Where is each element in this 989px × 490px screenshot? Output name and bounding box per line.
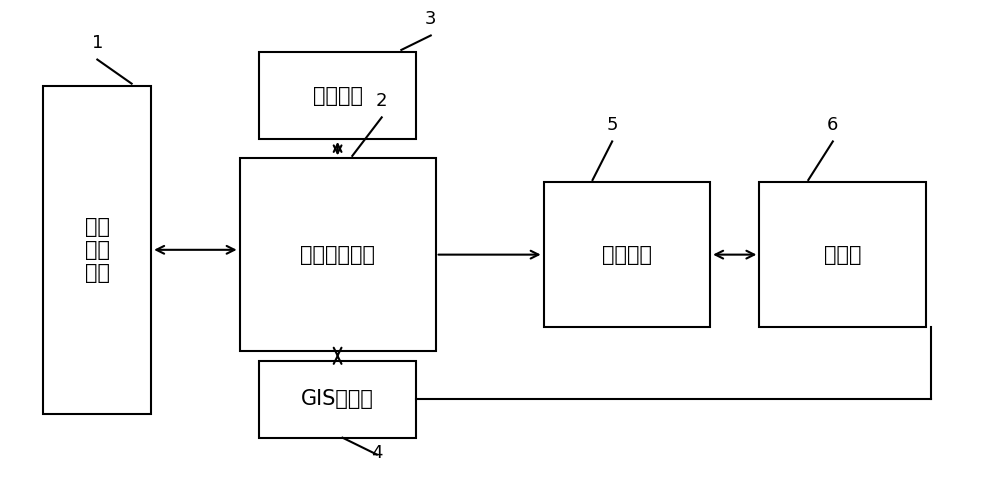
Text: 5: 5 [606,116,618,134]
Bar [44,86,151,414]
Text: 1: 1 [92,34,103,52]
Bar [760,182,926,327]
Text: 客户端: 客户端 [824,245,861,265]
Text: 6: 6 [827,116,839,134]
Text: 货物
监控
模块: 货物 监控 模块 [85,217,110,283]
Text: GIS服务器: GIS服务器 [302,389,374,409]
Bar [259,52,416,139]
Bar [239,158,436,351]
Text: 4: 4 [371,444,383,462]
Text: 北斗卫星: 北斗卫星 [313,86,363,106]
Text: 2: 2 [376,92,388,110]
Bar [544,182,710,327]
Text: 移动基站: 移动基站 [602,245,652,265]
Text: 车载监控终端: 车载监控终端 [300,245,375,265]
Text: 3: 3 [425,10,436,28]
Bar [259,361,416,438]
